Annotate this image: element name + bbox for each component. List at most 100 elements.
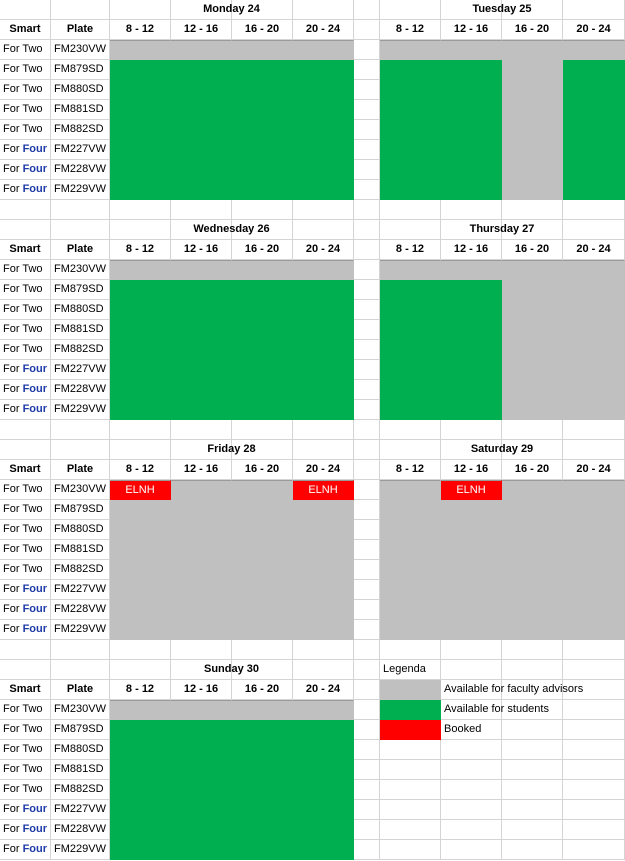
student-slot[interactable] (171, 120, 232, 140)
student-slot[interactable] (380, 100, 441, 120)
grid-cell[interactable] (563, 740, 625, 760)
student-slot[interactable] (110, 80, 171, 100)
faculty-slot[interactable] (502, 40, 563, 60)
grid-cell[interactable] (441, 800, 502, 820)
faculty-slot[interactable] (293, 520, 354, 540)
student-slot[interactable] (232, 160, 293, 180)
student-slot[interactable] (232, 840, 293, 860)
faculty-slot[interactable] (502, 180, 563, 200)
student-slot[interactable] (171, 160, 232, 180)
grid-cell[interactable] (502, 200, 563, 220)
student-slot[interactable] (293, 320, 354, 340)
student-slot[interactable] (441, 100, 502, 120)
faculty-slot[interactable] (232, 540, 293, 560)
grid-cell[interactable] (354, 420, 380, 440)
student-slot[interactable] (293, 160, 354, 180)
student-slot[interactable] (380, 140, 441, 160)
faculty-slot[interactable] (502, 80, 563, 100)
faculty-slot[interactable] (110, 580, 171, 600)
faculty-slot[interactable] (502, 160, 563, 180)
grid-cell[interactable] (563, 820, 625, 840)
student-slot[interactable] (293, 360, 354, 380)
grid-cell[interactable] (502, 780, 563, 800)
grid-cell[interactable] (354, 780, 380, 800)
faculty-slot[interactable] (293, 620, 354, 640)
grid-cell[interactable] (354, 180, 380, 200)
student-slot[interactable] (380, 120, 441, 140)
grid-cell[interactable] (502, 660, 563, 680)
faculty-slot[interactable] (232, 620, 293, 640)
grid-cell[interactable] (51, 640, 110, 660)
booked-slot[interactable]: ELNH (293, 480, 354, 500)
student-slot[interactable] (293, 300, 354, 320)
student-slot[interactable] (110, 400, 171, 420)
grid-cell[interactable] (0, 440, 51, 460)
grid-cell[interactable] (354, 160, 380, 180)
student-slot[interactable] (110, 120, 171, 140)
faculty-slot[interactable] (110, 620, 171, 640)
grid-cell[interactable] (502, 840, 563, 860)
faculty-slot[interactable] (110, 260, 171, 280)
grid-cell[interactable] (354, 800, 380, 820)
faculty-slot[interactable] (380, 500, 441, 520)
faculty-slot[interactable] (110, 700, 171, 720)
student-slot[interactable] (380, 300, 441, 320)
student-slot[interactable] (441, 340, 502, 360)
faculty-slot[interactable] (563, 400, 625, 420)
student-slot[interactable] (293, 820, 354, 840)
student-slot[interactable] (232, 340, 293, 360)
student-slot[interactable] (293, 120, 354, 140)
student-slot[interactable] (293, 60, 354, 80)
student-slot[interactable] (171, 80, 232, 100)
grid-cell[interactable] (354, 400, 380, 420)
student-slot[interactable] (110, 300, 171, 320)
grid-cell[interactable] (354, 460, 380, 480)
student-slot[interactable] (380, 360, 441, 380)
faculty-slot[interactable] (110, 600, 171, 620)
student-slot[interactable] (171, 800, 232, 820)
faculty-slot[interactable] (171, 580, 232, 600)
student-slot[interactable] (441, 80, 502, 100)
student-slot[interactable] (441, 400, 502, 420)
student-slot[interactable] (441, 140, 502, 160)
student-slot[interactable] (380, 400, 441, 420)
faculty-slot[interactable] (502, 520, 563, 540)
faculty-slot[interactable] (380, 620, 441, 640)
grid-cell[interactable] (171, 200, 232, 220)
grid-cell[interactable] (354, 580, 380, 600)
faculty-slot[interactable] (441, 520, 502, 540)
grid-cell[interactable] (502, 420, 563, 440)
grid-cell[interactable] (354, 760, 380, 780)
faculty-slot[interactable] (502, 280, 563, 300)
student-slot[interactable] (293, 740, 354, 760)
student-slot[interactable] (171, 360, 232, 380)
faculty-slot[interactable] (232, 480, 293, 500)
faculty-slot[interactable] (232, 580, 293, 600)
faculty-slot[interactable] (563, 620, 625, 640)
grid-cell[interactable] (563, 840, 625, 860)
student-slot[interactable] (380, 180, 441, 200)
grid-cell[interactable] (293, 420, 354, 440)
faculty-slot[interactable] (232, 700, 293, 720)
grid-cell[interactable] (354, 680, 380, 700)
faculty-slot[interactable] (563, 320, 625, 340)
grid-cell[interactable] (0, 420, 51, 440)
faculty-slot[interactable] (380, 600, 441, 620)
grid-cell[interactable] (51, 0, 110, 20)
student-slot[interactable] (110, 160, 171, 180)
faculty-slot[interactable] (563, 600, 625, 620)
faculty-slot[interactable] (232, 560, 293, 580)
student-slot[interactable] (171, 400, 232, 420)
student-slot[interactable] (232, 280, 293, 300)
faculty-slot[interactable] (293, 500, 354, 520)
student-slot[interactable] (171, 320, 232, 340)
faculty-slot[interactable] (171, 700, 232, 720)
grid-cell[interactable] (380, 420, 441, 440)
student-slot[interactable] (171, 340, 232, 360)
grid-cell[interactable] (354, 500, 380, 520)
student-slot[interactable] (441, 160, 502, 180)
grid-cell[interactable] (354, 660, 380, 680)
student-slot[interactable] (441, 300, 502, 320)
student-slot[interactable] (232, 320, 293, 340)
grid-cell[interactable] (563, 780, 625, 800)
